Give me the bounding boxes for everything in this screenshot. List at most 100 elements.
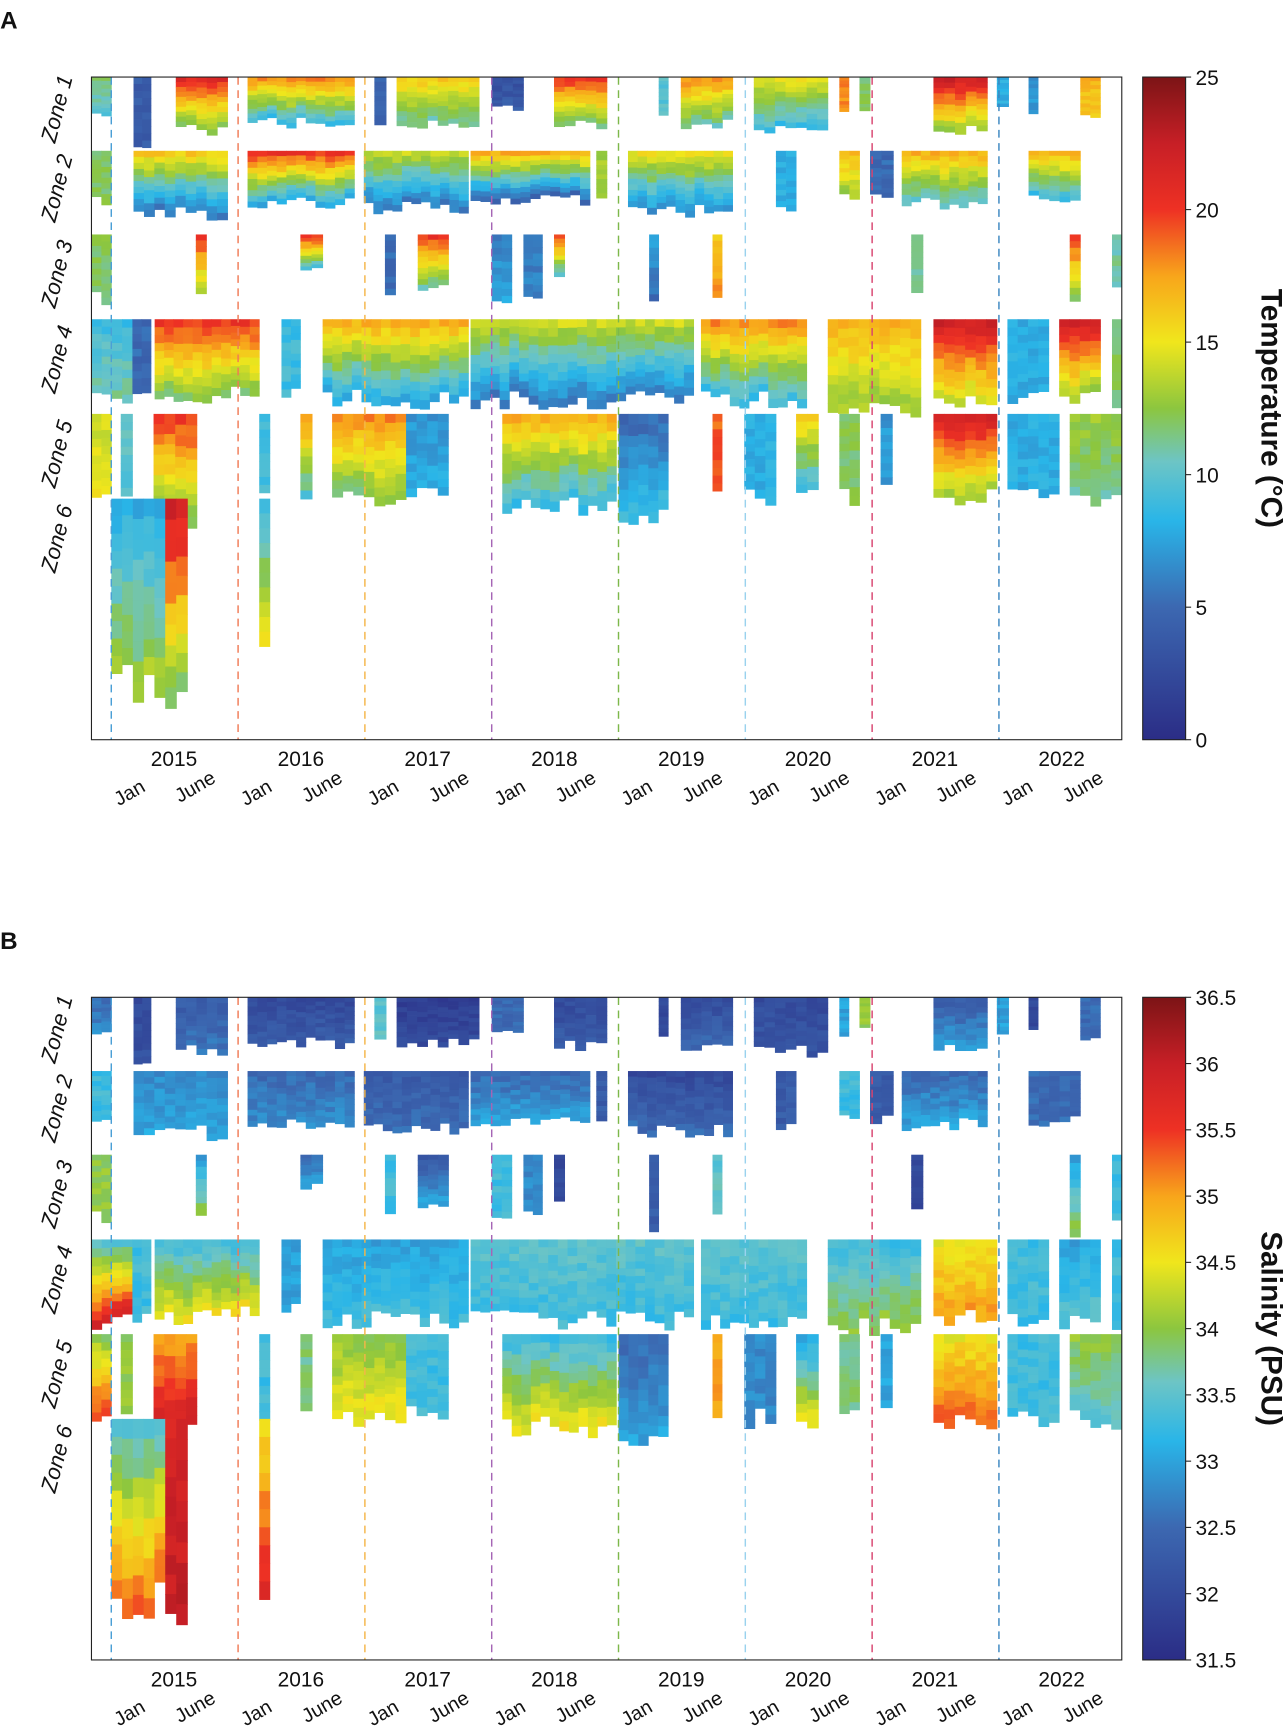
heatmap-cell — [597, 481, 608, 492]
heatmap-cell — [540, 168, 551, 174]
heatmap-cell — [911, 1165, 924, 1172]
heatmap-cell — [470, 155, 481, 162]
heatmap-cell — [510, 1071, 521, 1077]
heatmap-cell — [344, 1082, 355, 1089]
heatmap-cell — [530, 160, 541, 166]
heatmap-cell — [101, 161, 112, 168]
heatmap-cell — [955, 77, 967, 84]
heatmap-cell — [729, 371, 740, 381]
heatmap-cell — [955, 128, 967, 135]
heatmap-cell — [334, 77, 346, 83]
heatmap-cell — [196, 204, 208, 211]
heatmap-cell — [520, 1094, 531, 1100]
heatmap-cell — [374, 86, 387, 92]
heatmap-cell — [427, 282, 439, 289]
heatmap-cell — [968, 1071, 979, 1077]
heatmap-cell — [154, 578, 166, 599]
heatmap-cell — [165, 645, 177, 667]
heatmap-cell — [1069, 234, 1081, 242]
heatmap-cell — [247, 150, 258, 157]
heatmap-cell — [122, 1276, 133, 1285]
heatmap-cell — [305, 1099, 316, 1106]
heatmap-cell — [1080, 99, 1091, 104]
heatmap-cell — [175, 111, 187, 118]
heatmap-cell — [713, 1097, 724, 1104]
heatmap-cell — [154, 180, 166, 187]
heatmap-cell — [91, 178, 102, 184]
heatmap-cell — [694, 183, 705, 189]
heatmap-cell — [1100, 490, 1112, 500]
heatmap-cell — [523, 1165, 534, 1172]
heatmap-cell — [880, 435, 893, 443]
heatmap-cell — [711, 1016, 723, 1022]
heatmap-cell — [353, 478, 365, 488]
heatmap-cell — [1111, 381, 1122, 391]
heatmap-cell — [554, 1187, 566, 1193]
heatmap-cell — [965, 342, 977, 351]
heatmap-cell — [91, 438, 102, 448]
heatmap-cell — [247, 195, 258, 202]
heatmap-cell — [512, 87, 524, 91]
heatmap-cell — [491, 79, 503, 84]
heatmap-cell — [217, 77, 228, 83]
heatmap-cell — [101, 92, 112, 97]
heatmap-cell — [501, 268, 513, 276]
heatmap-cell — [196, 1037, 208, 1044]
heatmap-cell — [499, 381, 510, 392]
heatmap-cell — [325, 1081, 336, 1087]
heatmap-cell — [965, 457, 977, 467]
heatmap-cell — [276, 1104, 287, 1111]
heatmap-cell — [143, 1096, 155, 1104]
heatmap-cell — [1080, 103, 1091, 108]
heatmap-cell — [1028, 1076, 1040, 1083]
heatmap-cell — [344, 100, 355, 107]
heatmap-cell — [570, 1080, 581, 1087]
heatmap-cell — [416, 450, 428, 459]
heatmap-cell — [710, 334, 721, 343]
heatmap-cell — [700, 348, 711, 356]
heatmap-cell — [384, 1172, 396, 1179]
heatmap-cell — [564, 81, 576, 88]
heatmap-cell — [557, 345, 568, 355]
heatmap-cell — [596, 113, 608, 119]
heatmap-cell — [206, 1071, 218, 1079]
heatmap-cell — [939, 168, 950, 175]
heatmap-cell — [206, 171, 218, 179]
heatmap-cell — [540, 159, 551, 165]
heatmap-cell — [1059, 1071, 1071, 1077]
heatmap-cell — [958, 1108, 969, 1114]
heatmap-cell — [502, 1027, 514, 1031]
heatmap-cell — [775, 178, 787, 185]
heatmap-cell — [290, 346, 301, 355]
heatmap-cell — [949, 198, 960, 205]
heatmap-cell — [141, 356, 152, 364]
heatmap-cell — [300, 237, 312, 242]
heatmap-cell — [91, 1004, 102, 1009]
heatmap-cell — [944, 93, 956, 100]
heatmap-cell — [849, 432, 860, 442]
heatmap-cell — [164, 464, 176, 475]
heatmap-cell — [141, 363, 152, 372]
heatmap-cell — [920, 174, 931, 180]
heatmap-cell — [175, 101, 187, 108]
heatmap-cell — [785, 1023, 797, 1029]
heatmap-cell — [420, 1116, 431, 1124]
heatmap-cell — [276, 1110, 287, 1117]
heatmap-cell — [154, 375, 165, 384]
heatmap-cell — [154, 1111, 166, 1119]
heatmap-cell — [1027, 333, 1039, 342]
heatmap-cell — [1090, 496, 1102, 507]
heatmap-cell — [334, 1012, 346, 1019]
heatmap-cell — [1027, 370, 1039, 379]
heatmap-cell — [523, 253, 534, 260]
heatmap-cell — [111, 1254, 123, 1264]
heatmap-cell — [1017, 342, 1029, 351]
heatmap-cell — [217, 150, 228, 159]
heatmap-cell — [675, 150, 686, 158]
heatmap-cell — [615, 368, 627, 377]
heatmap-cell — [520, 1071, 531, 1077]
heatmap-cell — [91, 98, 102, 103]
heatmap-cell — [196, 997, 208, 1004]
heatmap-cell — [596, 179, 608, 185]
heatmap-cell — [774, 1046, 786, 1053]
